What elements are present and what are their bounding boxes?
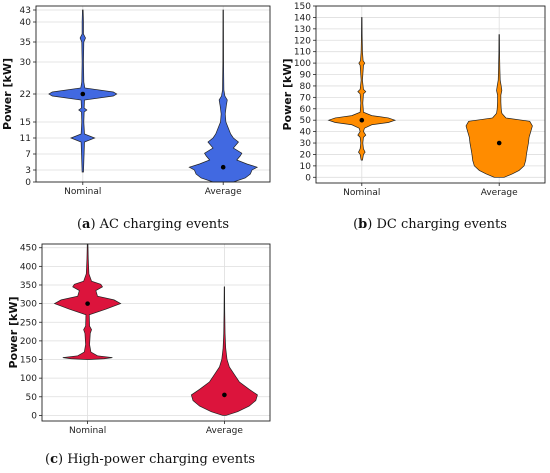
y-tick-label: 140	[294, 13, 311, 23]
y-tick-label: 22	[20, 90, 31, 100]
y-tick-label: 80	[300, 82, 312, 92]
y-tick-label: 110	[294, 48, 311, 58]
x-tick-label: Average	[205, 187, 242, 197]
median-point	[496, 140, 502, 146]
y-tick-label: 150	[20, 356, 37, 366]
chart-panel-a: 0 3 7 11 15 22 30 35 40 43 Nominal Average Power [kW…	[1, 5, 271, 232]
panel-caption: (b) DC charging events	[353, 217, 507, 232]
x-tick-label: Nominal	[343, 188, 380, 198]
x-tick-label: Nominal	[64, 187, 101, 197]
y-tick-label: 100	[294, 59, 311, 69]
median-point	[85, 301, 90, 306]
y-tick-label: 50	[26, 393, 38, 403]
chart-panel-c: 0 50 100 150 200 250 300 350 400 450 Nominal Averag…	[7, 243, 271, 467]
y-tick-label: 15	[20, 118, 31, 128]
y-tick-label: 0	[25, 178, 31, 188]
y-tick-label: 40	[20, 18, 32, 28]
median-point	[222, 392, 227, 398]
violin-average	[465, 34, 533, 178]
y-tick-label: 20	[300, 150, 312, 160]
y-tick-label: 7	[25, 150, 31, 160]
y-tick-label: 150	[294, 2, 311, 12]
y-tick-label: 10	[300, 162, 312, 172]
violin-nominal	[327, 17, 397, 161]
y-tick-label: 350	[20, 281, 37, 291]
x-tick-label: Average	[481, 188, 518, 198]
median-point	[220, 164, 226, 170]
plot-frame	[315, 5, 546, 184]
y-tick-label: 50	[300, 116, 312, 126]
y-tick-label: 30	[300, 139, 312, 149]
violin-average	[188, 9, 259, 183]
y-tick-label: 30	[20, 58, 32, 68]
x-tick-label: Average	[206, 426, 243, 436]
y-axis-label: Power [kW]	[7, 297, 20, 369]
y-tick-label: 40	[300, 128, 312, 138]
y-tick-label: 250	[20, 318, 37, 328]
y-tick-label: 43	[20, 6, 31, 16]
y-tick-label: 90	[300, 71, 312, 81]
y-axis-label: Power [kW]	[1, 58, 14, 130]
x-tick-label: Nominal	[69, 426, 106, 436]
y-tick-label: 400	[20, 262, 37, 272]
y-tick-label: 200	[20, 337, 37, 347]
y-tick-label: 60	[300, 105, 312, 115]
y-tick-label: 11	[20, 134, 31, 144]
y-tick-label: 35	[20, 38, 31, 48]
violin-nominal	[48, 9, 118, 173]
y-tick-label: 120	[294, 36, 311, 46]
median-point	[359, 117, 365, 123]
y-tick-label: 70	[300, 93, 312, 103]
y-tick-label: 0	[31, 411, 37, 421]
y-tick-label: 100	[20, 374, 37, 384]
y-axis-label: Power [kW]	[281, 59, 294, 131]
y-tick-label: 0	[305, 173, 311, 183]
violin-average	[190, 286, 258, 416]
y-tick-label: 3	[25, 166, 31, 176]
y-tick-label: 450	[20, 244, 37, 254]
panel-caption: (a) AC charging events	[77, 217, 229, 232]
y-tick-label: 130	[294, 25, 311, 35]
plot-frame	[41, 243, 271, 422]
y-tick-label: 300	[20, 300, 37, 310]
median-point	[80, 91, 86, 97]
panel-caption: (c) High-power charging events	[45, 452, 255, 467]
